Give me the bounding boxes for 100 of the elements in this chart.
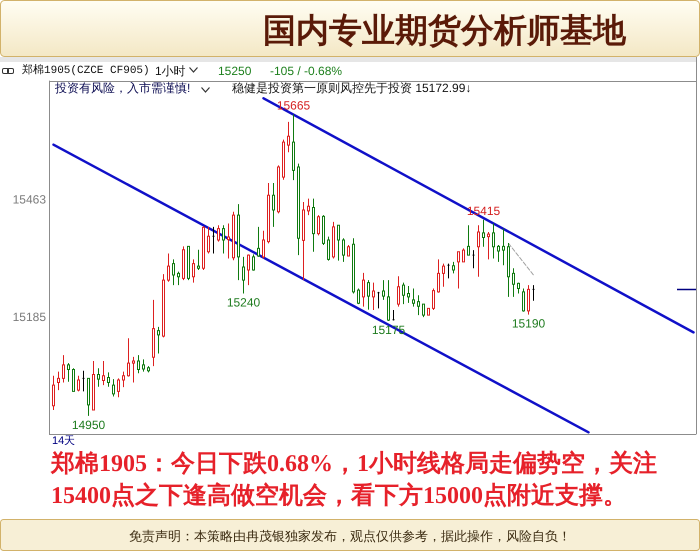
candlestick bbox=[167, 252, 170, 282]
candlestick bbox=[277, 164, 280, 214]
candlestick bbox=[262, 230, 265, 260]
candlestick bbox=[127, 338, 130, 378]
y-tick-label: 15463 bbox=[12, 192, 46, 207]
text: 15240 bbox=[226, 296, 260, 310]
candlestick bbox=[467, 224, 470, 256]
chart-title: 国内专业期货分析师基地 bbox=[263, 12, 627, 50]
candlestick bbox=[72, 368, 75, 392]
candlestick bbox=[492, 223, 495, 260]
candlestick bbox=[327, 236, 330, 262]
candlestick bbox=[82, 370, 85, 392]
candlestick bbox=[332, 221, 335, 260]
candlestick bbox=[442, 263, 445, 288]
candlestick bbox=[282, 139, 285, 180]
candlestick bbox=[412, 288, 415, 308]
candlestick bbox=[362, 272, 365, 308]
candlestick bbox=[242, 256, 245, 294]
candlestick bbox=[452, 261, 455, 274]
annotation: 稳健是投资第一原则风控先于投资 15172.99↓ bbox=[232, 81, 472, 95]
candlestick bbox=[87, 378, 90, 416]
candlestick bbox=[352, 238, 355, 294]
candlestick bbox=[507, 242, 510, 298]
candlestick bbox=[522, 288, 525, 312]
candlestick bbox=[232, 211, 235, 261]
candlestick bbox=[317, 214, 320, 236]
candlestick bbox=[342, 238, 345, 262]
text: 郑棉1905：今日下跌0.68%，1小时线格局走偏势空，关注15400点之下逢高做空机会，看下方15000点附近支撑。 bbox=[50, 450, 657, 509]
candlestick bbox=[497, 244, 500, 262]
candlestick bbox=[422, 304, 425, 318]
text: 郑棉1905(CZCE CF905) bbox=[22, 64, 150, 77]
candlestick bbox=[257, 226, 260, 258]
candlestick bbox=[517, 282, 520, 294]
text: 免责声明：本策略由冉茂银独家发布，观点仅供参考，据此操作，风险自负！ bbox=[129, 528, 571, 544]
candlestick bbox=[122, 371, 125, 388]
candlestick bbox=[92, 360, 95, 410]
candlestick bbox=[527, 284, 530, 316]
candlestick bbox=[162, 274, 165, 338]
candlestick bbox=[192, 258, 195, 284]
candlestick bbox=[532, 284, 535, 302]
candlestick bbox=[502, 228, 505, 266]
candlestick bbox=[372, 282, 375, 311]
text: -105 / -0.68% bbox=[270, 64, 342, 78]
text: 15665 bbox=[276, 98, 310, 112]
candlestick bbox=[157, 326, 160, 354]
candlestick bbox=[112, 378, 115, 397]
candlestick bbox=[97, 368, 100, 388]
candlestick bbox=[272, 182, 275, 228]
y-tick-label: 15185 bbox=[12, 310, 46, 324]
candlestick bbox=[392, 310, 395, 322]
candlestick bbox=[237, 204, 240, 281]
candlestick bbox=[187, 246, 190, 281]
candlestick bbox=[307, 198, 310, 216]
candlestick bbox=[427, 308, 430, 316]
candlestick bbox=[322, 214, 325, 246]
text: 15250 bbox=[218, 64, 252, 78]
candlestick bbox=[217, 224, 220, 242]
candlestick bbox=[367, 280, 370, 310]
text: 15190 bbox=[512, 316, 546, 331]
text: 14天 bbox=[52, 435, 76, 447]
candlestick bbox=[402, 282, 405, 305]
candlestick bbox=[177, 271, 180, 286]
candlestick bbox=[377, 291, 380, 309]
candlestick bbox=[212, 226, 215, 254]
candlestick bbox=[222, 224, 225, 254]
candlestick bbox=[312, 198, 315, 252]
candlestick bbox=[102, 360, 105, 386]
candlestick bbox=[142, 358, 145, 372]
candlestick bbox=[227, 223, 230, 260]
candlestick bbox=[207, 226, 210, 254]
candlestick bbox=[302, 202, 305, 281]
candlestick bbox=[292, 114, 295, 181]
annotation: 投资有风险，入市需谨慎! bbox=[54, 81, 190, 95]
candlestick bbox=[52, 375, 55, 410]
candlestick bbox=[147, 366, 150, 373]
candlestick bbox=[267, 182, 270, 244]
candlestick bbox=[107, 372, 110, 388]
candlestick bbox=[252, 254, 255, 272]
candlestick bbox=[77, 375, 80, 392]
candlestick bbox=[337, 224, 340, 262]
candlestick bbox=[132, 356, 135, 384]
candlestick bbox=[462, 248, 465, 262]
candlestick bbox=[117, 378, 120, 398]
candlestick bbox=[472, 250, 475, 269]
candlestick bbox=[182, 246, 185, 281]
text: 14950 bbox=[72, 418, 106, 432]
candlestick bbox=[67, 362, 70, 382]
candlestick bbox=[382, 280, 385, 300]
candlestick bbox=[137, 354, 140, 374]
candlestick bbox=[487, 231, 490, 260]
candlestick bbox=[197, 249, 200, 270]
candlestick bbox=[357, 288, 360, 305]
candlestick bbox=[247, 254, 250, 286]
candlestick bbox=[202, 226, 205, 270]
candlestick bbox=[397, 276, 400, 308]
candlestick bbox=[172, 258, 175, 286]
candlestick bbox=[62, 354, 65, 384]
candlestick bbox=[387, 280, 390, 322]
candlestick bbox=[432, 288, 435, 311]
candlestick bbox=[482, 219, 485, 248]
